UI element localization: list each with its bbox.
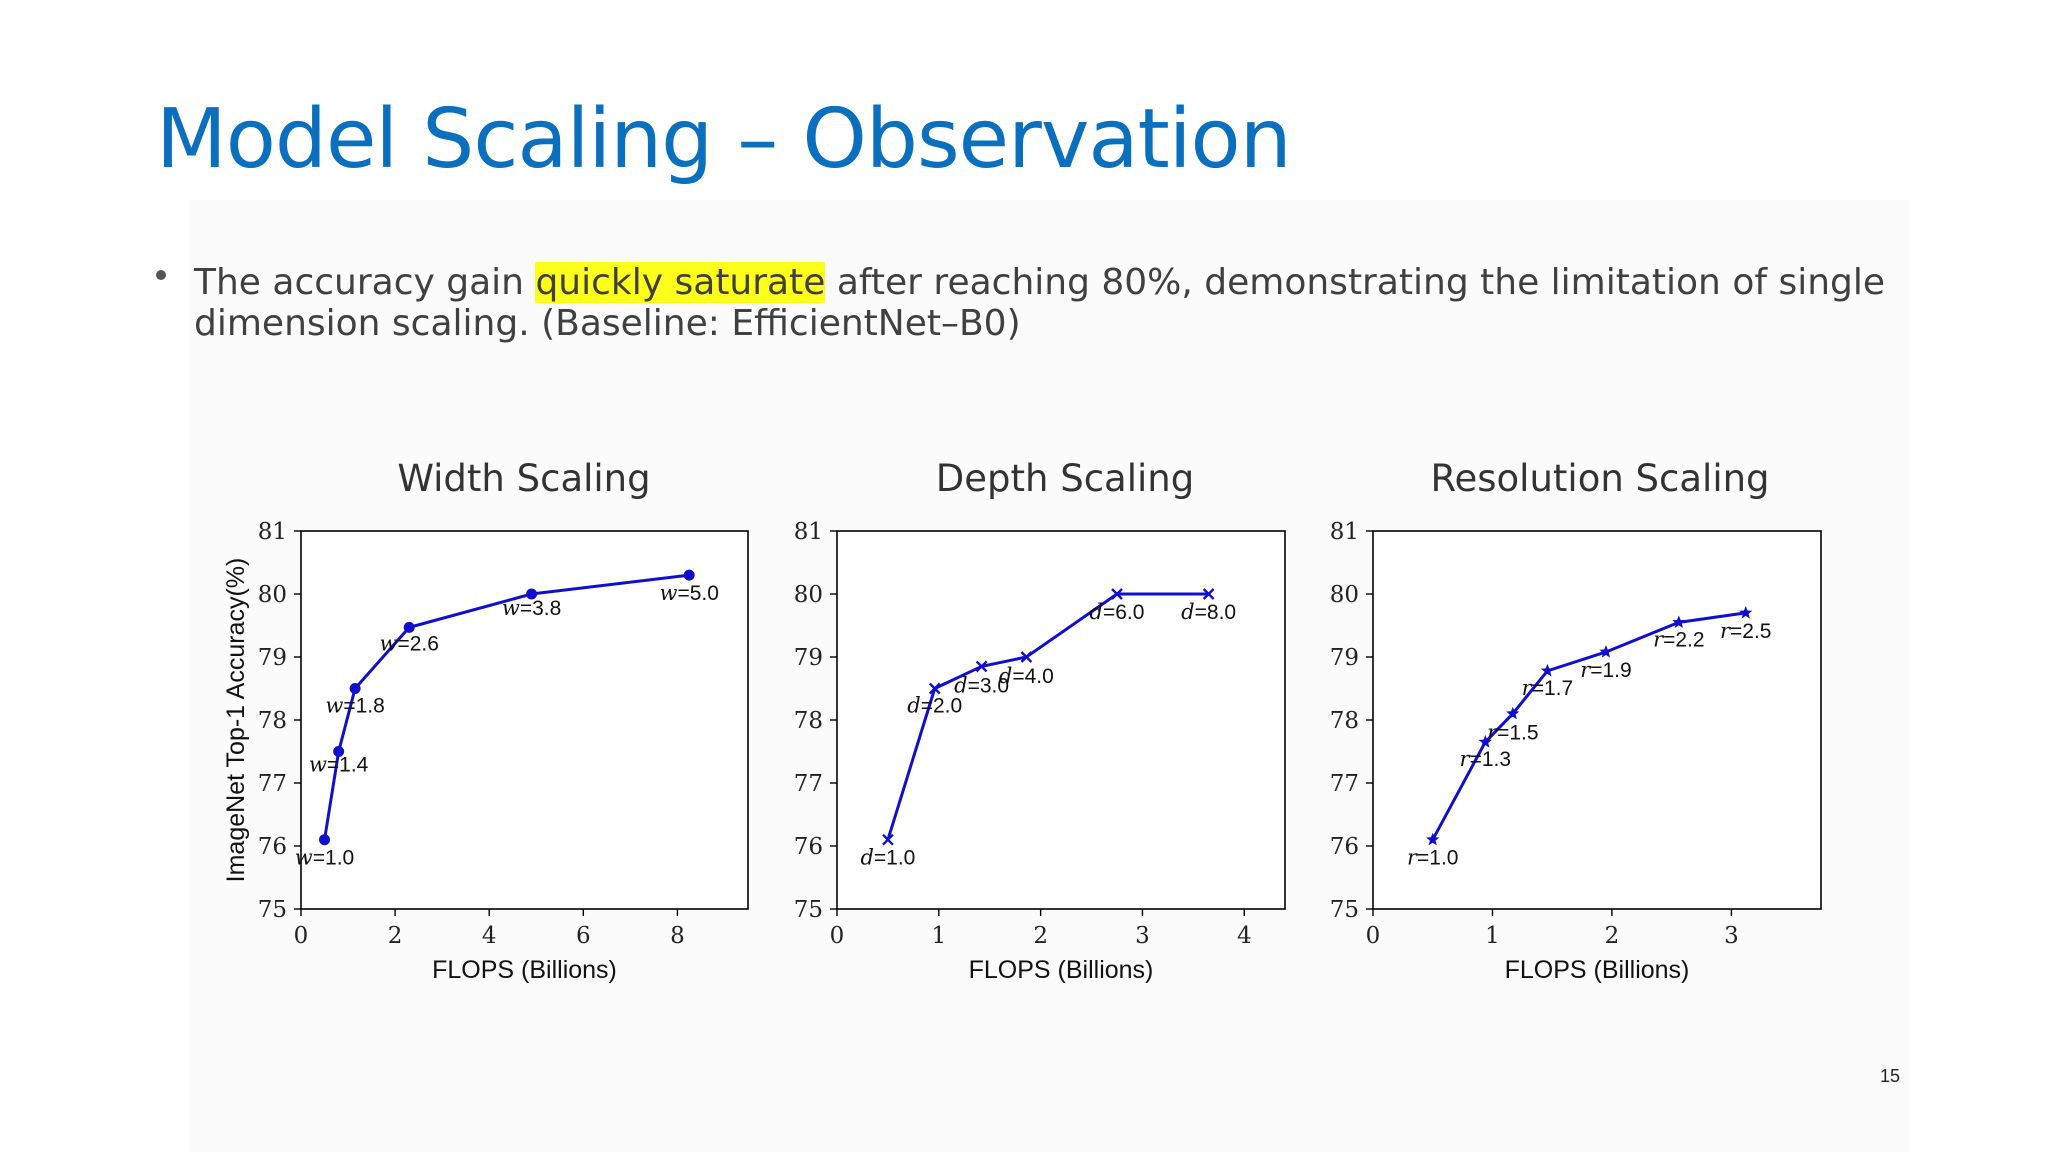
y-tick-label-width: 76 <box>258 834 287 860</box>
y-axis-label-width: ImageNet Top-1 Accuracy(%) <box>222 558 250 883</box>
data-label-width: w=2.6 <box>379 631 438 655</box>
data-label-width: w=1.4 <box>309 753 369 777</box>
y-tick-label-depth: 77 <box>794 771 823 797</box>
data-label-resolution: r=1.9 <box>1580 658 1632 682</box>
data-label-width: w=1.8 <box>325 694 384 718</box>
y-tick-label-resolution: 77 <box>1330 771 1359 797</box>
bullet-icon <box>156 270 166 280</box>
x-axis-label-resolution: FLOPS (Billions) <box>1505 956 1690 984</box>
data-point-depth <box>882 833 894 846</box>
y-tick-label-width: 77 <box>258 771 287 797</box>
x-tick-label-depth: 0 <box>830 923 845 949</box>
y-tick-label-depth: 79 <box>794 645 823 671</box>
x-axis-label-width: FLOPS (Billions) <box>432 956 617 984</box>
data-point-resolution <box>1540 663 1555 677</box>
plot-frame-resolution <box>1372 530 1822 910</box>
x-tick-label-resolution: 2 <box>1605 923 1620 949</box>
data-point-depth <box>975 660 988 673</box>
y-tick-label-width: 79 <box>258 645 287 671</box>
data-point-width <box>333 746 345 757</box>
y-tick-label-depth: 76 <box>794 834 823 860</box>
chart-title-width: Width Scaling <box>397 457 651 500</box>
data-point-width <box>403 621 415 633</box>
data-label-depth: d=8.0 <box>1181 600 1236 624</box>
data-label-resolution: r=2.5 <box>1720 619 1772 643</box>
x-tick-label-resolution: 0 <box>1366 923 1381 949</box>
x-tick-label-width: 2 <box>388 923 403 949</box>
page-number: 15 <box>1880 1066 1901 1086</box>
x-tick-label-depth: 2 <box>1033 923 1048 949</box>
y-tick-label-resolution: 75 <box>1330 897 1359 923</box>
data-label-depth: d=4.0 <box>999 664 1054 688</box>
data-label-resolution: r=2.2 <box>1653 627 1705 651</box>
data-label-width: w=3.8 <box>502 596 561 620</box>
y-tick-label-resolution: 76 <box>1330 834 1359 860</box>
y-tick-label-depth: 81 <box>794 519 823 545</box>
data-label-depth: d=3.0 <box>954 673 1009 697</box>
y-tick-label-width: 81 <box>258 519 287 545</box>
x-tick-label-width: 4 <box>482 923 497 949</box>
y-tick-label-width: 75 <box>258 897 287 923</box>
x-axis-label-depth: FLOPS (Billions) <box>969 956 1154 984</box>
x-tick-label-depth: 3 <box>1135 923 1150 949</box>
data-label-resolution: r=1.7 <box>1522 676 1574 700</box>
x-tick-label-depth: 4 <box>1237 923 1252 949</box>
bullet-text-start: The accuracy gain <box>194 262 536 303</box>
y-tick-label-width: 78 <box>258 708 287 734</box>
x-tick-label-resolution: 3 <box>1724 923 1739 949</box>
data-point-width <box>526 588 538 600</box>
chart-title-resolution: Resolution Scaling <box>1430 457 1770 500</box>
plot-frame-width <box>300 530 749 910</box>
data-point-depth <box>1020 651 1033 663</box>
bullet-text-end: after reaching 80%, demonstrating the li… <box>194 262 1886 344</box>
x-tick-label-width: 0 <box>294 923 309 949</box>
highlighted-phrase: quickly saturate <box>535 262 826 303</box>
y-tick-label-width: 80 <box>258 582 287 608</box>
series-line-width <box>323 573 690 840</box>
data-label-depth: d=6.0 <box>1090 600 1145 624</box>
data-point-depth <box>928 682 941 695</box>
data-point-resolution <box>1739 605 1753 619</box>
data-label-resolution: r=1.5 <box>1487 721 1539 745</box>
data-point-depth <box>1111 588 1123 600</box>
y-tick-label-resolution: 80 <box>1330 582 1359 608</box>
y-tick-label-depth: 80 <box>794 582 823 608</box>
data-label-resolution: r=1.0 <box>1407 846 1459 870</box>
data-point-resolution <box>1426 832 1440 846</box>
y-tick-label-depth: 75 <box>794 897 823 923</box>
bullet-text: The accuracy gain quickly saturate after… <box>194 262 1894 344</box>
x-tick-label-width: 8 <box>670 923 685 949</box>
y-tick-label-resolution: 81 <box>1330 519 1359 545</box>
chart-title-depth: Depth Scaling <box>935 457 1195 500</box>
data-point-resolution <box>1599 645 1613 658</box>
y-tick-label-depth: 78 <box>794 708 823 734</box>
y-tick-label-resolution: 78 <box>1330 708 1359 734</box>
data-point-depth <box>1202 588 1215 600</box>
x-tick-label-resolution: 1 <box>1485 923 1500 949</box>
y-tick-label-resolution: 79 <box>1330 645 1359 671</box>
x-tick-label-width: 6 <box>576 923 591 949</box>
x-tick-label-depth: 1 <box>931 923 946 949</box>
data-point-width <box>319 834 331 846</box>
data-label-width: w=5.0 <box>659 581 718 605</box>
data-label-resolution: r=1.3 <box>1460 747 1512 771</box>
data-label-depth: d=1.0 <box>860 846 915 870</box>
data-point-width <box>683 569 695 581</box>
data-point-resolution <box>1672 615 1686 628</box>
series-line-depth <box>886 592 1209 841</box>
data-point-width <box>349 683 361 694</box>
data-point-resolution <box>1506 706 1520 720</box>
data-point-resolution <box>1478 735 1492 748</box>
data-label-width: w=1.0 <box>295 846 354 870</box>
data-label-depth: d=2.0 <box>907 694 962 718</box>
slide-title: Model Scaling – Observation <box>156 92 1292 187</box>
